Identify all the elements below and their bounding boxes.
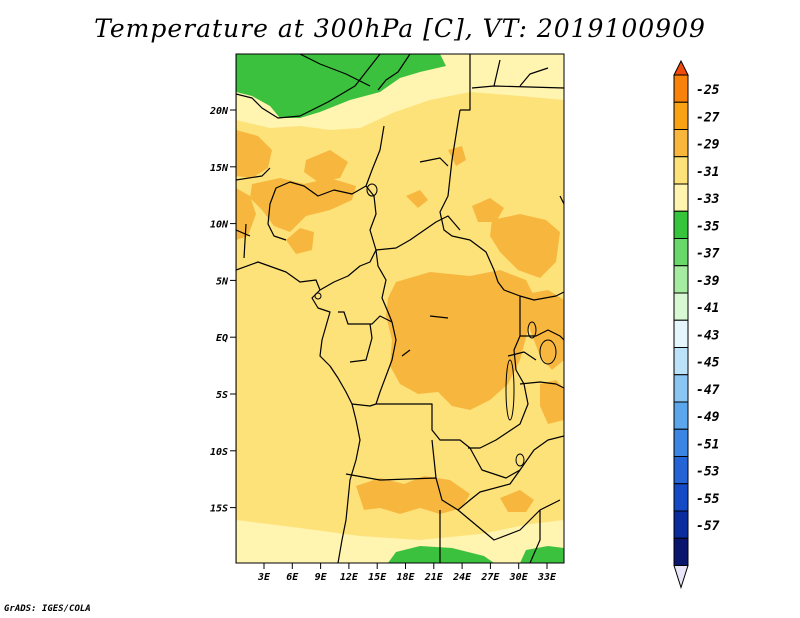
colorbar-segment (673, 129, 689, 158)
lat-label: 5N (216, 276, 229, 287)
colorbar-label: -49 (696, 410, 720, 425)
colorbar-label: -29 (696, 138, 720, 153)
colorbar-segment (673, 74, 689, 103)
colorbar-segment (673, 483, 689, 512)
lat-label: EQ (216, 333, 228, 344)
warm-patches (236, 130, 564, 514)
credit-text: GrADS: IGES/COLA (4, 604, 91, 614)
colorbar-label: -57 (696, 519, 720, 534)
cool-region-north-pocket (250, 76, 290, 94)
lon-label: 3E (257, 572, 271, 583)
colorbar-label: -39 (696, 274, 720, 289)
colorbar-segment (673, 210, 689, 239)
lat-label: 20N (209, 106, 229, 117)
colorbar: -25 -27 -29 -31 -33 -35 -37 -39 -41 -43 -45 -47 -49 -… (673, 59, 720, 590)
colorbar-label: -31 (696, 165, 719, 180)
colorbar-label: -27 (696, 110, 720, 125)
lakes (314, 183, 557, 467)
lon-label: 9E (315, 572, 328, 583)
colorbar-segment (673, 347, 689, 376)
lon-label: 15E (368, 572, 387, 583)
colorbar-label: -33 (696, 192, 720, 207)
colorbar-top-arrow (673, 59, 689, 76)
cool-band-south (236, 520, 564, 563)
colorbar-label: -45 (696, 356, 720, 371)
colorbar-segment (673, 374, 689, 403)
colorbar-label: -37 (696, 247, 720, 262)
colorbar-label: -51 (696, 437, 719, 452)
lon-label: 12E (340, 572, 359, 583)
colorbar-segment (673, 401, 689, 430)
cool-region-southeast (520, 546, 564, 563)
lat-label: 10N (210, 220, 229, 231)
chart-title: Temperature at 300hPa [C], VT: 201910090… (94, 14, 706, 43)
colorbar-bottom-arrow (673, 565, 689, 590)
country-borders (236, 54, 564, 563)
lat-label: 5S (216, 390, 228, 401)
colorbar-segment (673, 537, 689, 566)
colorbar-segment (673, 428, 689, 457)
latitude-axis: 20N 15N 10N 5N EQ 5S 10S 15S (209, 106, 236, 515)
colorbar-label: -35 (696, 219, 720, 234)
colorbar-segment (673, 101, 689, 130)
cool-region-south (388, 546, 494, 563)
lon-label: 24E (452, 572, 472, 583)
lon-label: 6E (286, 572, 299, 583)
lat-label: 15S (210, 504, 228, 515)
lon-label: 18E (396, 572, 415, 583)
colorbar-segment (673, 265, 689, 294)
lon-label: 21E (424, 572, 444, 583)
colorbar-segment (673, 238, 689, 267)
lat-label: 10S (210, 447, 228, 458)
colorbar-segment (673, 319, 689, 348)
colorbar-label: -25 (696, 83, 720, 98)
colorbar-segment (673, 510, 689, 539)
colorbar-label: -41 (696, 301, 719, 316)
lon-label: 30E (509, 572, 529, 583)
lon-label: 27E (480, 572, 500, 583)
colorbar-segment (673, 292, 689, 321)
colorbar-segment (673, 156, 689, 185)
colorbar-label: -53 (696, 465, 720, 480)
colorbar-segment (673, 456, 689, 485)
lat-label: 15N (210, 163, 229, 174)
cool-region-northwest (236, 54, 446, 118)
map-frame (235, 53, 565, 564)
colorbar-label: -43 (696, 328, 720, 343)
lon-label: 33E (537, 572, 557, 583)
colorbar-label: -55 (696, 492, 720, 507)
longitude-axis: 3E 6E 9E 12E 15E 18E 21E 24E 27E 30E 33E (257, 563, 557, 583)
colorbar-segment (673, 183, 689, 212)
colorbar-label: -47 (696, 383, 720, 398)
